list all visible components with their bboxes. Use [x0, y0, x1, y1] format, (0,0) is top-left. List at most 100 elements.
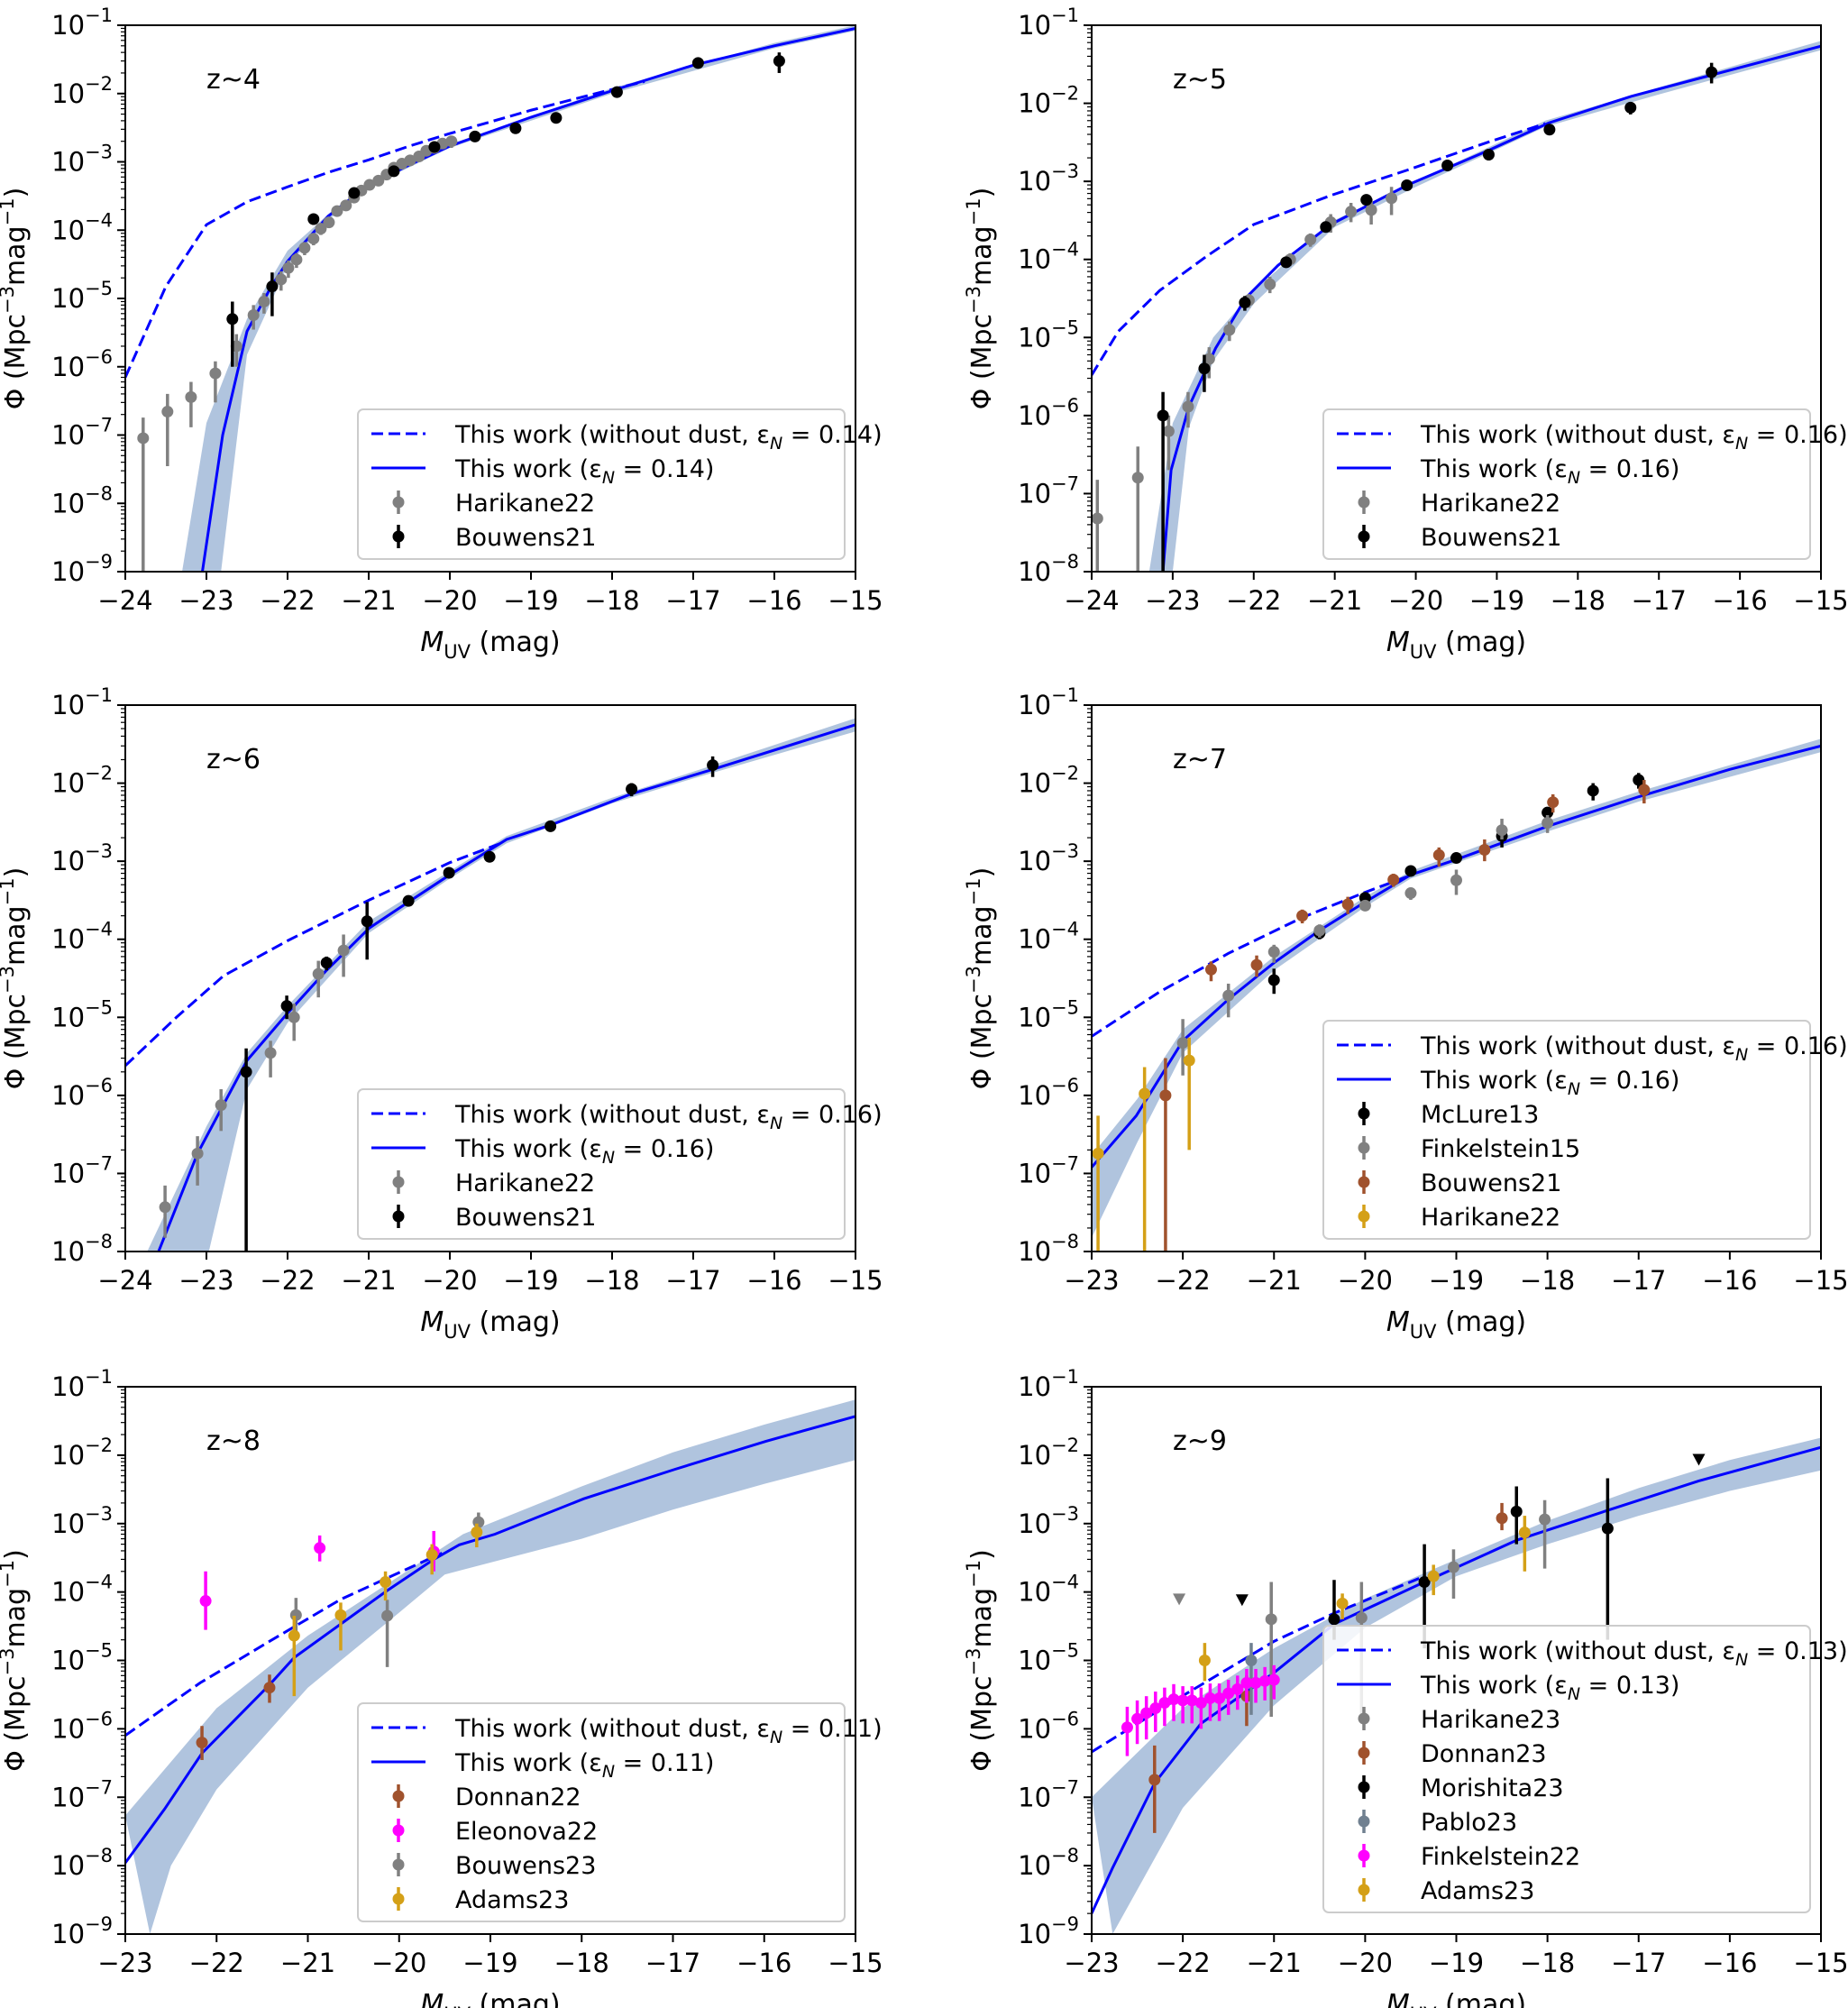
data-point — [428, 141, 441, 153]
tick-base: 10 — [1018, 1236, 1051, 1267]
y-axis-label: Φ (Mpc−3mag−1) — [963, 867, 998, 1090]
data-point — [361, 915, 373, 928]
data-point — [323, 216, 335, 229]
legend-label: Harikane22 — [455, 1169, 595, 1197]
legend-text: This work (without dust, ε — [454, 421, 770, 449]
data-point — [1148, 1774, 1161, 1786]
legend-label: Adams23 — [1421, 1877, 1534, 1905]
uncertainty-band — [125, 1399, 855, 1934]
panel-z~4: −24 −23 −22 −21 −20 −19 −18 −17 −16 −1510−910−810… — [0, 5, 883, 663]
legend-label: This work (εN = 0.16) — [1420, 1067, 1679, 1099]
data-point — [1341, 898, 1354, 911]
tick-exponent: −3 — [85, 142, 113, 163]
x-label-subscript: UV — [1410, 1321, 1437, 1343]
y-label-unit: Mpc — [966, 314, 998, 369]
x-label-symbol: M — [420, 627, 444, 658]
x-tick-label: −19 — [1429, 1948, 1484, 1978]
y-tick-label: 10−5 — [1018, 996, 1079, 1032]
y-tick-label: 10−8 — [51, 1845, 113, 1881]
legend-subscript: N — [1568, 1684, 1580, 1704]
legend-text: This work (ε — [454, 1135, 602, 1163]
x-tick-label: −22 — [260, 1265, 315, 1296]
legend: This work (without dust, εN = 0.14)This … — [357, 408, 883, 560]
legend-marker-icon — [1358, 1712, 1370, 1725]
y-label-close: ) — [0, 188, 32, 198]
data-point — [1203, 1692, 1216, 1704]
data-point — [1131, 1712, 1144, 1725]
y-label-exponent: −1 — [0, 877, 18, 905]
legend-marker-icon — [1358, 1142, 1370, 1154]
data-point — [363, 179, 376, 191]
data-point — [1121, 1721, 1133, 1734]
data-point — [312, 967, 325, 980]
data-point — [1336, 1597, 1349, 1609]
legend-label: Pablo23 — [1421, 1809, 1517, 1837]
data-point — [1240, 1676, 1253, 1689]
tick-exponent: −7 — [1051, 472, 1079, 494]
tick-base: 10 — [1018, 478, 1051, 509]
x-tick-label: −19 — [1429, 1265, 1484, 1296]
tick-exponent: −2 — [85, 763, 113, 784]
model-without-dust-line — [125, 841, 502, 1068]
data-point — [1183, 1054, 1195, 1067]
data-point — [315, 223, 327, 235]
y-tick-label: 10−4 — [51, 209, 113, 245]
tick-exponent: −1 — [85, 1366, 113, 1388]
data-point — [1432, 848, 1445, 861]
y-tick-label: 10−5 — [1018, 316, 1079, 353]
legend-text: This work (ε — [454, 455, 602, 483]
tick-base: 10 — [1018, 322, 1051, 353]
legend-marker-icon — [1358, 1884, 1370, 1896]
legend-subscript: N — [770, 1114, 782, 1133]
data-point — [1328, 1613, 1340, 1626]
data-point — [340, 199, 352, 212]
y-label-unit: mag — [966, 905, 998, 966]
legend-marker-icon — [392, 1790, 405, 1802]
series-Adams23 — [288, 1523, 483, 1697]
series-Bouwens23 — [289, 1512, 485, 1667]
tick-exponent: −6 — [85, 1075, 113, 1096]
x-tick-label: −18 — [1520, 1265, 1575, 1296]
y-tick-label: 10−1 — [51, 1366, 113, 1402]
upper-limit-marker — [1692, 1453, 1706, 1466]
tick-exponent: −8 — [1051, 1845, 1079, 1866]
x-tick-label: −21 — [341, 585, 396, 616]
data-point — [1387, 874, 1400, 886]
plot-area — [125, 1399, 855, 1934]
x-label-symbol: M — [1386, 1989, 1410, 2008]
data-point — [1203, 353, 1215, 365]
tick-base: 10 — [1018, 1371, 1051, 1402]
x-tick-label: −20 — [422, 585, 477, 616]
y-tick-label: 10−2 — [51, 1435, 113, 1471]
data-point — [1267, 1673, 1280, 1686]
data-point — [1359, 899, 1371, 912]
y-tick-label: 10−2 — [1018, 763, 1079, 799]
tick-base: 10 — [51, 215, 85, 245]
data-point — [191, 1147, 204, 1160]
data-point — [199, 1595, 212, 1608]
y-label-close: ) — [966, 1549, 998, 1560]
panel-z~5: −24 −23 −22 −21 −20 −19 −18 −17 −16 −1510−810−710… — [963, 5, 1848, 663]
data-point — [1198, 1655, 1211, 1666]
legend-marker-icon — [392, 496, 405, 509]
y-axis-label: Φ (Mpc−3mag−1) — [0, 1549, 32, 1772]
y-label-exponent: −3 — [963, 1648, 984, 1676]
data-point — [1182, 400, 1194, 413]
data-point — [1360, 194, 1373, 206]
x-label-subscript: UV — [1410, 2003, 1437, 2008]
x-tick-label: −24 — [97, 1265, 152, 1296]
x-label-symbol: M — [420, 1307, 444, 1338]
x-label-subscript: UV — [1410, 641, 1437, 663]
tick-exponent: −5 — [1051, 996, 1079, 1018]
y-label-exponent: −3 — [0, 286, 18, 314]
tick-exponent: −2 — [1051, 1435, 1079, 1456]
data-point — [1624, 101, 1637, 114]
y-label-exponent: −1 — [963, 1560, 984, 1588]
tick-base: 10 — [51, 1371, 85, 1402]
legend-box — [357, 1088, 846, 1240]
x-tick-label: −21 — [1247, 1948, 1302, 1978]
x-tick-label: −23 — [1064, 1265, 1119, 1296]
x-tick-label: −18 — [584, 1265, 639, 1296]
y-tick-label: 10−4 — [51, 1572, 113, 1608]
legend-text: = 0.14) — [615, 455, 714, 483]
